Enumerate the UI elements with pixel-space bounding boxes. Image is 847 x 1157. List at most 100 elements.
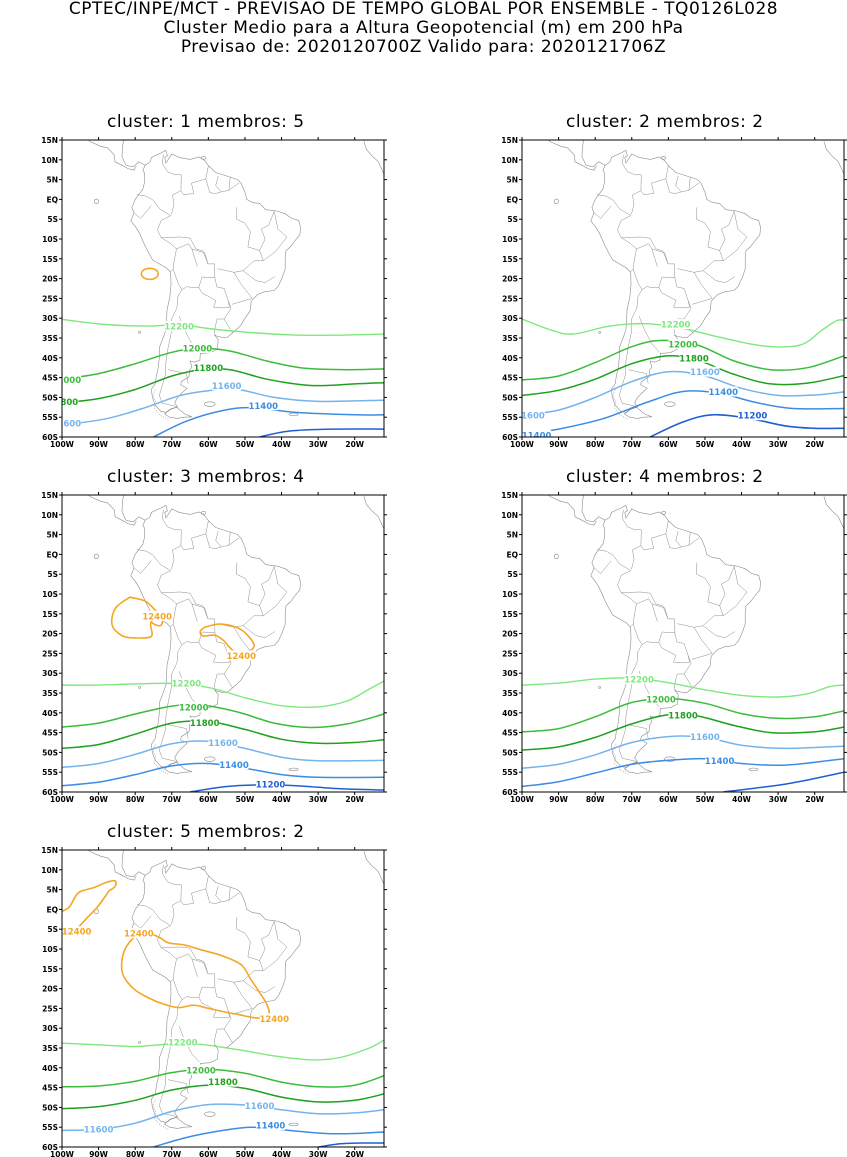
contour-label: 12400 bbox=[124, 930, 154, 940]
header-line-2: Cluster Medio para a Altura Geopotencial… bbox=[163, 18, 684, 38]
lon-tick-label: 50W bbox=[236, 440, 255, 449]
map-svg: 12200 12000 11800 11600 11400 15N 10N 5N EQ 5S 10S… bbox=[501, 491, 847, 804]
panel-title: cluster: 3 membros: 4 bbox=[107, 467, 305, 487]
lon-tick-label: 40W bbox=[272, 795, 291, 804]
contour-line bbox=[723, 771, 844, 792]
lat-tick-label: 10S bbox=[502, 235, 518, 244]
contour-line bbox=[62, 347, 384, 380]
lon-tick-label: 20W bbox=[345, 795, 364, 804]
lon-tick-label: 50W bbox=[236, 795, 255, 804]
lon-tick-label: 30W bbox=[309, 440, 328, 449]
lon-tick-label: 90W bbox=[89, 795, 108, 804]
contour-line bbox=[259, 428, 384, 437]
contour-label: 11800 bbox=[190, 719, 220, 729]
lon-tick-label: 50W bbox=[236, 1150, 255, 1157]
lat-tick-label: 20S bbox=[42, 275, 58, 284]
lat-tick-label: 5S bbox=[47, 215, 58, 224]
lat-tick-label: 15N bbox=[41, 491, 58, 500]
contour-label: 12000 bbox=[179, 703, 209, 713]
country-borders bbox=[133, 864, 288, 1117]
lon-tick-label: 70W bbox=[162, 440, 181, 449]
contour-label: 2000 bbox=[57, 376, 81, 386]
contour-line bbox=[317, 1142, 384, 1147]
contour-line bbox=[120, 930, 271, 1019]
contour-label: 12200 bbox=[661, 321, 691, 331]
lat-tick-label: 20S bbox=[42, 630, 58, 639]
lat-tick-label: 40S bbox=[502, 354, 518, 363]
contour-label: 1600 bbox=[57, 420, 81, 430]
lon-tick-label: 70W bbox=[622, 795, 641, 804]
header-line-1: CPTEC/INPE/MCT - PREVISAO DE TEMPO GLOBA… bbox=[68, 0, 779, 19]
lat-tick-label: 50S bbox=[502, 393, 518, 402]
lat-tick-label: 35S bbox=[42, 1044, 58, 1053]
contour-label: 11400 bbox=[219, 761, 249, 771]
contour-line bbox=[62, 762, 384, 787]
coastlines bbox=[88, 495, 384, 775]
lat-tick-label: 15N bbox=[501, 491, 518, 500]
lat-tick-label: 30S bbox=[42, 669, 58, 678]
contour-label: 12200 bbox=[172, 680, 202, 690]
lat-tick-label: 5N bbox=[507, 531, 519, 540]
lat-tick-label: 30S bbox=[502, 669, 518, 678]
contour-label: 11600 bbox=[690, 368, 720, 378]
map-svg: 12200120002000118008001160016001140015N1… bbox=[41, 136, 387, 449]
contour-line bbox=[62, 680, 384, 708]
contour-label: 11200 bbox=[738, 412, 768, 422]
lat-tick-label: 40S bbox=[42, 1064, 58, 1073]
contour-line bbox=[140, 267, 159, 281]
lon-tick-label: 20W bbox=[805, 440, 824, 449]
lat-tick-label: 40S bbox=[502, 709, 518, 718]
coastlines bbox=[88, 850, 384, 1130]
contour-line bbox=[522, 735, 844, 769]
lat-tick-label: 25S bbox=[42, 649, 58, 658]
lon-tick-label: 30W bbox=[769, 795, 788, 804]
lon-tick-label: 40W bbox=[732, 440, 751, 449]
contour-line bbox=[62, 318, 384, 337]
lat-tick-label: 15S bbox=[42, 965, 58, 974]
map-frame bbox=[61, 494, 385, 793]
map-content: 12400 12400 12400 12200 12000 11800 11600 11600… bbox=[62, 850, 384, 1147]
contour-line bbox=[62, 388, 384, 426]
contour-label: 12000 bbox=[646, 695, 676, 705]
lat-tick-label: 60S bbox=[502, 788, 518, 797]
lat-tick-label: 15S bbox=[502, 255, 518, 264]
lon-tick-label: 90W bbox=[549, 440, 568, 449]
lat-tick-label: EQ bbox=[47, 195, 59, 204]
lat-tick-label: 50S bbox=[502, 748, 518, 757]
contour-label: 11800 bbox=[194, 364, 224, 374]
lat-tick-label: 5S bbox=[507, 215, 518, 224]
lat-tick-label: EQ bbox=[47, 905, 59, 914]
contour-label: 11200 bbox=[256, 781, 286, 791]
contour-label: 11600 bbox=[245, 1102, 275, 1112]
lon-tick-label: 60W bbox=[199, 1150, 218, 1157]
contour-line bbox=[62, 1084, 384, 1110]
lat-tick-label: 25S bbox=[502, 294, 518, 303]
lat-tick-label: 45S bbox=[502, 374, 518, 383]
contour-label: 11600 bbox=[690, 733, 720, 743]
contour-label: 12000 bbox=[183, 344, 213, 354]
contour-line bbox=[522, 390, 844, 436]
contour-line bbox=[62, 703, 384, 729]
lat-tick-label: 10N bbox=[501, 511, 518, 520]
contour-label: 1600 bbox=[521, 412, 545, 422]
lat-tick-label: 20S bbox=[42, 985, 58, 994]
contour-label: 12000 bbox=[668, 340, 698, 350]
lat-tick-label: 55S bbox=[42, 413, 58, 422]
map-frame bbox=[61, 139, 385, 438]
lat-tick-label: 50S bbox=[42, 393, 58, 402]
contour-label: 11800 bbox=[208, 1078, 238, 1088]
panel-title: cluster: 2 membros: 2 bbox=[566, 112, 764, 132]
contour-label: 12200 bbox=[164, 323, 194, 333]
map-frame bbox=[521, 139, 845, 438]
lon-tick-label: 80W bbox=[126, 795, 145, 804]
contour-line bbox=[153, 406, 384, 437]
lon-tick-label: 80W bbox=[126, 440, 145, 449]
lon-tick-label: 50W bbox=[696, 440, 715, 449]
contour-line bbox=[62, 1039, 384, 1061]
contour-label: 12400 bbox=[62, 928, 92, 938]
lon-tick-label: 40W bbox=[732, 795, 751, 804]
lon-tick-label: 30W bbox=[769, 440, 788, 449]
lat-tick-label: 10N bbox=[41, 866, 58, 875]
lon-tick-label: 80W bbox=[126, 1150, 145, 1157]
lat-tick-label: 10N bbox=[41, 156, 58, 165]
